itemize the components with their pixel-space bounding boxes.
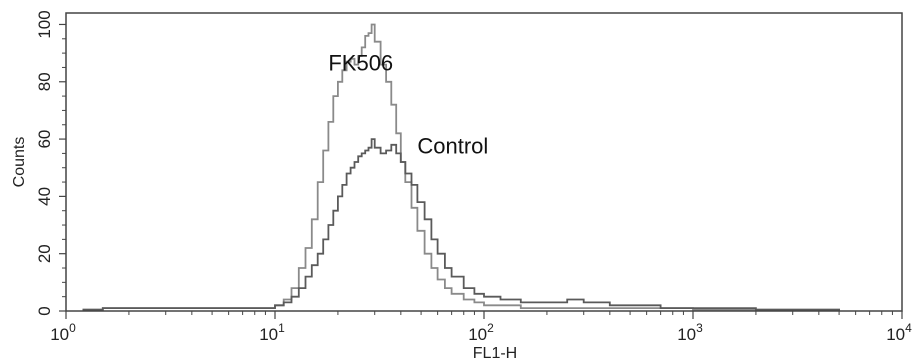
y-axis-title: Counts (11, 137, 28, 188)
plot-frame (65, 12, 903, 312)
annotation-layer: FK506 Control (328, 50, 488, 158)
x-tick-label: 100 (50, 321, 76, 344)
x-axis-title: FL1-H (473, 345, 517, 361)
y-tick-label: 80 (35, 72, 54, 91)
y-tick-label: 100 (35, 10, 54, 38)
x-tick-label: 101 (259, 321, 285, 344)
y-tick-label: 40 (35, 187, 54, 206)
series-2-line (82, 138, 840, 311)
series-1-line (82, 23, 840, 311)
x-tick-label: 102 (468, 321, 494, 344)
y-tick-label: 60 (35, 130, 54, 149)
y-axis: 0 20 40 60 80 100 (35, 10, 66, 316)
y-tick-label: 0 (35, 306, 54, 315)
x-axis: 100 101 102 103 104 (50, 311, 912, 344)
annotation-label: Control (417, 133, 488, 158)
annotation-label: FK506 (328, 50, 393, 75)
y-tick-label: 20 (35, 244, 54, 263)
series-layer (82, 23, 840, 311)
x-tick-label: 104 (886, 321, 912, 344)
x-tick-label: 103 (677, 321, 703, 344)
